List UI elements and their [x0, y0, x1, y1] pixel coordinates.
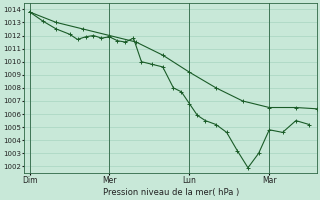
- X-axis label: Pression niveau de la mer( hPa ): Pression niveau de la mer( hPa ): [103, 188, 239, 197]
